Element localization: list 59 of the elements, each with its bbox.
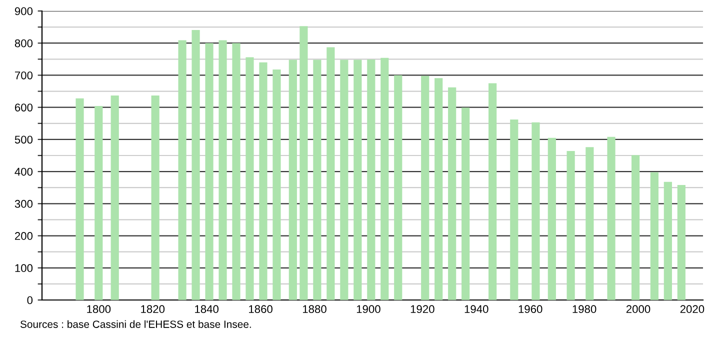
bar <box>151 95 160 300</box>
x-tick-label: 1900 <box>356 305 380 314</box>
y-tick-label: 100 <box>15 264 33 272</box>
bar <box>677 185 686 300</box>
bar <box>94 106 103 300</box>
bar <box>340 60 348 300</box>
bar <box>394 75 402 300</box>
x-tick-label: 1880 <box>302 305 326 314</box>
bar <box>632 155 640 300</box>
bar <box>300 26 308 300</box>
bar <box>232 43 240 300</box>
source-note: Sources : base Cassini de l'EHESS et base Insee. <box>20 320 251 328</box>
bar <box>607 136 616 300</box>
bar <box>380 58 389 300</box>
bar <box>246 57 254 300</box>
bar <box>354 60 362 300</box>
bar <box>510 120 518 300</box>
bar <box>192 30 200 300</box>
bar <box>178 40 186 300</box>
x-tick-label: 1980 <box>572 305 596 314</box>
x-tick-label: 1940 <box>464 305 488 314</box>
y-tick-label: 0 <box>27 296 33 304</box>
bar <box>288 60 297 300</box>
bar <box>110 95 119 300</box>
x-tick-label: 1800 <box>87 305 111 314</box>
bar <box>259 62 268 300</box>
bar <box>548 138 556 300</box>
y-tick-label: 700 <box>15 71 33 80</box>
bar <box>367 59 376 300</box>
y-tick-label: 300 <box>14 200 33 208</box>
y-tick-label: 600 <box>15 104 33 112</box>
bar <box>421 76 430 300</box>
bar <box>532 122 540 300</box>
bar <box>434 78 443 300</box>
bar <box>76 98 84 300</box>
x-tick-label: 1860 <box>249 305 272 314</box>
x-tick-label: 1820 <box>141 305 165 314</box>
y-tick-label: 800 <box>14 39 33 48</box>
x-tick-label: 2000 <box>626 305 650 314</box>
x-tick-label: 2020 <box>680 305 704 314</box>
bar <box>313 60 322 300</box>
bar <box>462 108 470 300</box>
bar <box>586 147 594 300</box>
y-tick-label: 500 <box>14 136 33 144</box>
bar <box>664 182 672 300</box>
bar <box>488 83 497 300</box>
bar <box>566 151 575 300</box>
bar <box>272 69 281 300</box>
y-tick-label: 400 <box>14 168 33 176</box>
y-tick-label: 200 <box>14 232 33 240</box>
x-tick-label: 1960 <box>518 305 542 314</box>
bar <box>326 47 335 300</box>
bar <box>218 40 227 300</box>
bar <box>448 87 456 300</box>
x-tick-label: 1840 <box>195 305 218 314</box>
y-tick-label: 900 <box>14 7 33 16</box>
bar <box>650 172 658 300</box>
x-tick-label: 1920 <box>410 305 434 314</box>
bar <box>205 43 214 300</box>
